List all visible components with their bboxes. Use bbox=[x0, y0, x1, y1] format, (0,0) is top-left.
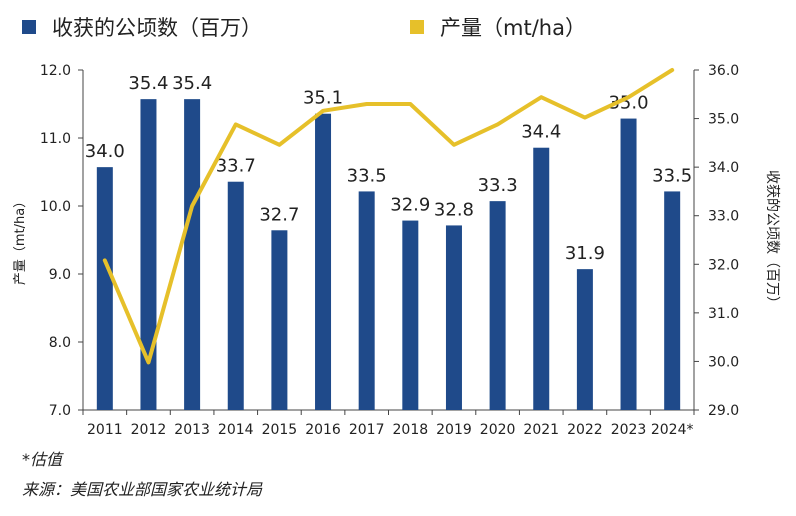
x-tick-label: 2012 bbox=[131, 422, 167, 438]
bar bbox=[96, 167, 113, 410]
bar bbox=[184, 99, 201, 411]
x-tick-label: 2020 bbox=[480, 422, 516, 438]
bar bbox=[271, 230, 288, 410]
bar bbox=[620, 118, 637, 411]
bar-value-label: 32.9 bbox=[390, 195, 430, 216]
bar bbox=[227, 181, 244, 410]
y-left-tick-label: 8.0 bbox=[49, 335, 71, 351]
bar-value-label: 32.7 bbox=[259, 204, 299, 225]
y-left-tick-label: 9.0 bbox=[49, 267, 71, 283]
bar bbox=[533, 147, 550, 410]
bar bbox=[576, 269, 593, 410]
y-left-tick-label: 10.0 bbox=[40, 199, 71, 215]
source-note: 来源：美国农业部国家农业统计局 bbox=[22, 480, 263, 499]
bar bbox=[664, 191, 681, 410]
bar-value-label: 35.4 bbox=[128, 73, 168, 94]
y-left-axis-title: 产量（mt/ha） bbox=[13, 195, 28, 285]
legend: 收获的公顷数（百万） 产量（mt/ha） bbox=[0, 12, 796, 46]
y-left-tick-label: 11.0 bbox=[40, 131, 71, 147]
bar-value-label: 35.4 bbox=[172, 73, 212, 94]
bar-value-label: 35.1 bbox=[303, 88, 343, 109]
x-tick-label: 2019 bbox=[436, 422, 472, 438]
x-tick-label: 2017 bbox=[349, 422, 385, 438]
x-tick-label: 2016 bbox=[305, 422, 341, 438]
bar-value-label: 34.4 bbox=[521, 122, 561, 143]
bar bbox=[358, 191, 375, 410]
bar-value-label: 33.5 bbox=[652, 165, 692, 186]
x-tick-label: 2022 bbox=[567, 422, 603, 438]
y-right-axis-title: 收获的公顷数（百万） bbox=[764, 170, 780, 310]
legend-item-bars: 收获的公顷数（百万） bbox=[22, 12, 262, 42]
legend-swatch-line bbox=[410, 20, 424, 34]
bar-value-label: 33.5 bbox=[347, 165, 387, 186]
y-right-tick-label: 31.0 bbox=[708, 306, 739, 322]
y-left-tick-label: 12.0 bbox=[40, 63, 71, 79]
bar-value-label: 34.0 bbox=[85, 141, 125, 162]
y-right-tick-label: 32.0 bbox=[708, 257, 739, 273]
bar-value-label: 31.9 bbox=[565, 243, 605, 264]
x-tick-label: 2018 bbox=[393, 422, 429, 438]
legend-swatch-bars bbox=[22, 20, 36, 34]
x-tick-label: 2024* bbox=[651, 422, 694, 438]
estimate-note: *估值 bbox=[22, 450, 63, 469]
bar bbox=[445, 225, 462, 410]
x-tick-label: 2014 bbox=[218, 422, 254, 438]
y-right-tick-label: 35.0 bbox=[708, 112, 739, 128]
bar bbox=[489, 201, 506, 410]
bar-value-label: 33.3 bbox=[478, 175, 518, 196]
bar bbox=[402, 220, 419, 410]
x-tick-label: 2015 bbox=[262, 422, 298, 438]
bar bbox=[315, 113, 332, 410]
yield-line bbox=[102, 68, 675, 365]
x-tick-label: 2013 bbox=[174, 422, 210, 438]
bar-value-label: 32.8 bbox=[434, 199, 474, 220]
legend-label-bars: 收获的公顷数（百万） bbox=[52, 16, 262, 40]
bar bbox=[140, 99, 157, 411]
y-right-tick-label: 29.0 bbox=[708, 403, 739, 419]
x-tick-label: 2023 bbox=[611, 422, 647, 438]
x-tick-label: 2011 bbox=[87, 422, 123, 438]
y-right-tick-label: 33.0 bbox=[708, 209, 739, 225]
y-left-tick-label: 7.0 bbox=[49, 403, 71, 419]
legend-item-line: 产量（mt/ha） bbox=[410, 12, 586, 42]
legend-label-line: 产量（mt/ha） bbox=[440, 16, 586, 40]
y-right-tick-label: 34.0 bbox=[708, 160, 739, 176]
y-right-tick-label: 36.0 bbox=[708, 63, 739, 79]
bar-value-label: 33.7 bbox=[216, 156, 256, 177]
x-tick-label: 2021 bbox=[523, 422, 559, 438]
y-right-tick-label: 30.0 bbox=[708, 354, 739, 370]
